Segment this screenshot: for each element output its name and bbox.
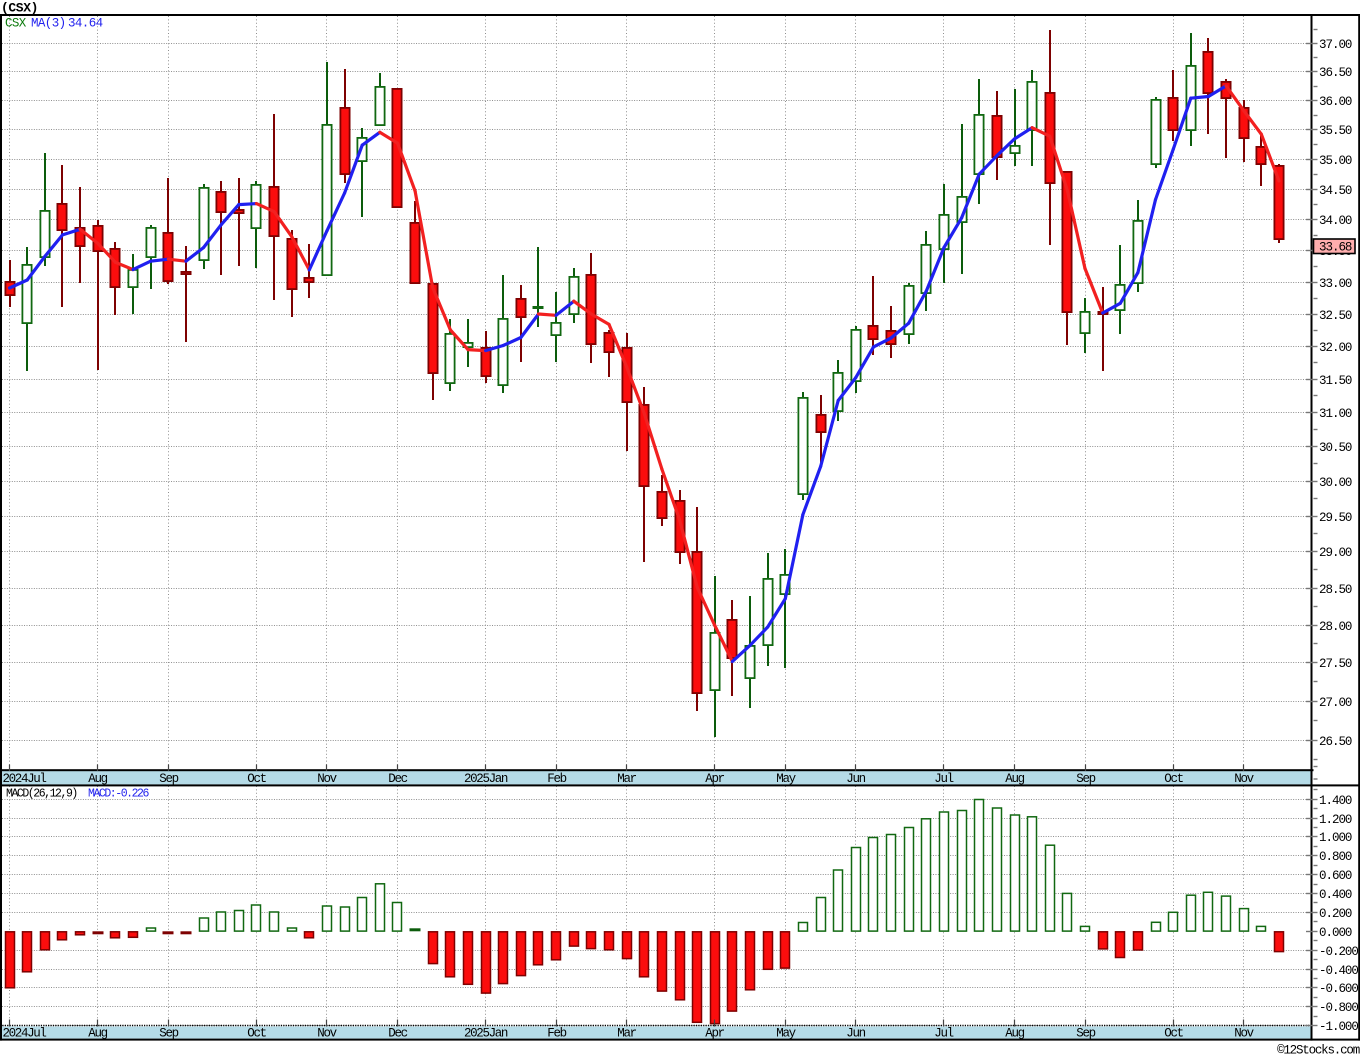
svg-text:Apr: Apr xyxy=(705,772,724,786)
svg-text:0.000: 0.000 xyxy=(1319,926,1352,940)
svg-text:0.400: 0.400 xyxy=(1319,888,1352,902)
svg-text:32.50: 32.50 xyxy=(1319,309,1352,323)
svg-text:33.68: 33.68 xyxy=(1319,241,1352,255)
svg-text:31.50: 31.50 xyxy=(1319,374,1352,388)
svg-text:MA(3): MA(3) xyxy=(31,17,66,31)
svg-text:Mar: Mar xyxy=(617,1027,636,1041)
svg-text:Jul: Jul xyxy=(934,1027,953,1041)
svg-text:37.00: 37.00 xyxy=(1319,38,1352,52)
svg-text:Mar: Mar xyxy=(617,772,636,786)
svg-text:34.64: 34.64 xyxy=(68,17,103,31)
svg-text:CSX: CSX xyxy=(5,17,27,31)
svg-text:Aug: Aug xyxy=(88,1027,107,1041)
svg-text:2025Jan: 2025Jan xyxy=(464,772,508,786)
svg-text:-0.800: -0.800 xyxy=(1319,1001,1358,1015)
svg-text:Aug: Aug xyxy=(88,772,107,786)
svg-text:1.000: 1.000 xyxy=(1319,831,1352,845)
svg-text:Oct: Oct xyxy=(247,1027,266,1041)
svg-text:Dec: Dec xyxy=(388,772,407,786)
svg-text:Feb: Feb xyxy=(547,1027,566,1041)
svg-text:30.00: 30.00 xyxy=(1319,476,1352,490)
svg-text:29.50: 29.50 xyxy=(1319,511,1352,525)
svg-text:1.400: 1.400 xyxy=(1319,794,1352,808)
svg-text:28.00: 28.00 xyxy=(1319,620,1352,634)
svg-text:Oct: Oct xyxy=(1164,772,1183,786)
svg-text:Nov: Nov xyxy=(317,1027,337,1041)
svg-text:Jun: Jun xyxy=(846,772,865,786)
svg-text:Oct: Oct xyxy=(247,772,266,786)
svg-text:2025Jan: 2025Jan xyxy=(464,1027,508,1041)
svg-text:28.50: 28.50 xyxy=(1319,583,1352,597)
svg-text:34.50: 34.50 xyxy=(1319,184,1352,198)
svg-text:27.50: 27.50 xyxy=(1319,657,1352,671)
svg-text:36.00: 36.00 xyxy=(1319,95,1352,109)
svg-text:0.200: 0.200 xyxy=(1319,907,1352,921)
svg-text:32.00: 32.00 xyxy=(1319,341,1352,355)
svg-text:-0.200: -0.200 xyxy=(1319,945,1358,959)
svg-text:29.00: 29.00 xyxy=(1319,546,1352,560)
svg-text:Nov: Nov xyxy=(1234,772,1254,786)
svg-text:Aug: Aug xyxy=(1005,772,1024,786)
svg-text:Sep: Sep xyxy=(159,1027,178,1041)
svg-text:30.50: 30.50 xyxy=(1319,441,1352,455)
svg-text:-0.600: -0.600 xyxy=(1319,982,1358,996)
svg-text:-1.000: -1.000 xyxy=(1319,1020,1358,1034)
svg-text:31.00: 31.00 xyxy=(1319,407,1352,421)
svg-text:Aug: Aug xyxy=(1005,1027,1024,1041)
svg-text:May: May xyxy=(776,1027,796,1041)
svg-text:2024Jul: 2024Jul xyxy=(3,1027,47,1041)
svg-text:Oct: Oct xyxy=(1164,1027,1183,1041)
svg-text:35.00: 35.00 xyxy=(1319,154,1352,168)
svg-text:Apr: Apr xyxy=(705,1027,724,1041)
svg-text:Feb: Feb xyxy=(547,772,566,786)
svg-text:Sep: Sep xyxy=(1076,772,1095,786)
svg-text:-0.400: -0.400 xyxy=(1319,964,1358,978)
svg-text:1.200: 1.200 xyxy=(1319,813,1352,827)
svg-text:27.00: 27.00 xyxy=(1319,696,1352,710)
svg-text:35.50: 35.50 xyxy=(1319,124,1352,138)
svg-text:MACD(26,12,9): MACD(26,12,9) xyxy=(6,788,77,801)
svg-text:2024Jul: 2024Jul xyxy=(3,772,47,786)
svg-text:MACD:-0.226: MACD:-0.226 xyxy=(88,788,150,801)
svg-text:(CSX): (CSX) xyxy=(1,1,38,16)
svg-text:Sep: Sep xyxy=(159,772,178,786)
svg-text:36.50: 36.50 xyxy=(1319,66,1352,80)
svg-text:©12Stocks.com: ©12Stocks.com xyxy=(1277,1044,1360,1056)
svg-text:34.00: 34.00 xyxy=(1319,214,1352,228)
svg-text:Jun: Jun xyxy=(846,1027,865,1041)
svg-text:26.50: 26.50 xyxy=(1319,735,1352,749)
svg-text:Dec: Dec xyxy=(388,1027,407,1041)
svg-text:0.800: 0.800 xyxy=(1319,850,1352,864)
svg-text:33.00: 33.00 xyxy=(1319,277,1352,291)
svg-text:May: May xyxy=(776,772,796,786)
svg-text:Nov: Nov xyxy=(317,772,337,786)
svg-text:Jul: Jul xyxy=(934,772,953,786)
svg-text:Nov: Nov xyxy=(1234,1027,1254,1041)
svg-text:Sep: Sep xyxy=(1076,1027,1095,1041)
svg-text:0.600: 0.600 xyxy=(1319,869,1352,883)
